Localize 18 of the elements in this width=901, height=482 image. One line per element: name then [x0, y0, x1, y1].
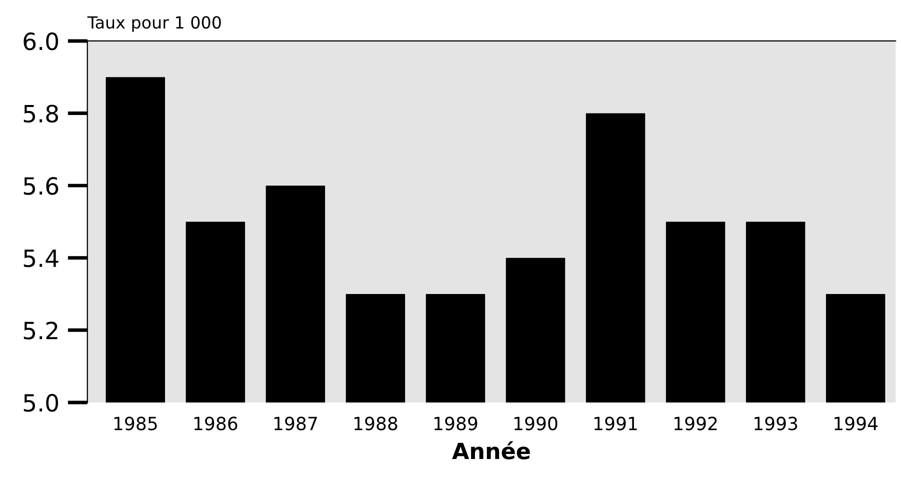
y-tick-label: 6.0	[24, 32, 58, 50]
x-tick-label: 1991	[594, 416, 637, 430]
x-tick-label: 1989	[434, 416, 478, 430]
x-tick-label: 1992	[674, 416, 717, 430]
y-tick-label: 5.8	[24, 104, 58, 123]
x-tick-label: 1985	[114, 416, 157, 430]
y-tick-label: 5.6	[24, 177, 58, 195]
y-tick-label: 5.2	[24, 322, 58, 340]
x-tick-label: 1988	[354, 416, 398, 430]
x-tick-label: 1993	[754, 416, 798, 430]
y-axis-title: Taux pour 1 000	[87, 16, 221, 32]
x-tick-label: 1990	[514, 416, 558, 430]
x-axis-title: Année	[452, 441, 530, 460]
y-tick-label: 5.4	[24, 250, 58, 268]
y-tick-label: 5.0	[24, 394, 58, 412]
x-tick-label: 1994	[834, 416, 878, 430]
x-tick-label: 1987	[274, 416, 317, 430]
x-tick-label: 1986	[194, 416, 238, 430]
